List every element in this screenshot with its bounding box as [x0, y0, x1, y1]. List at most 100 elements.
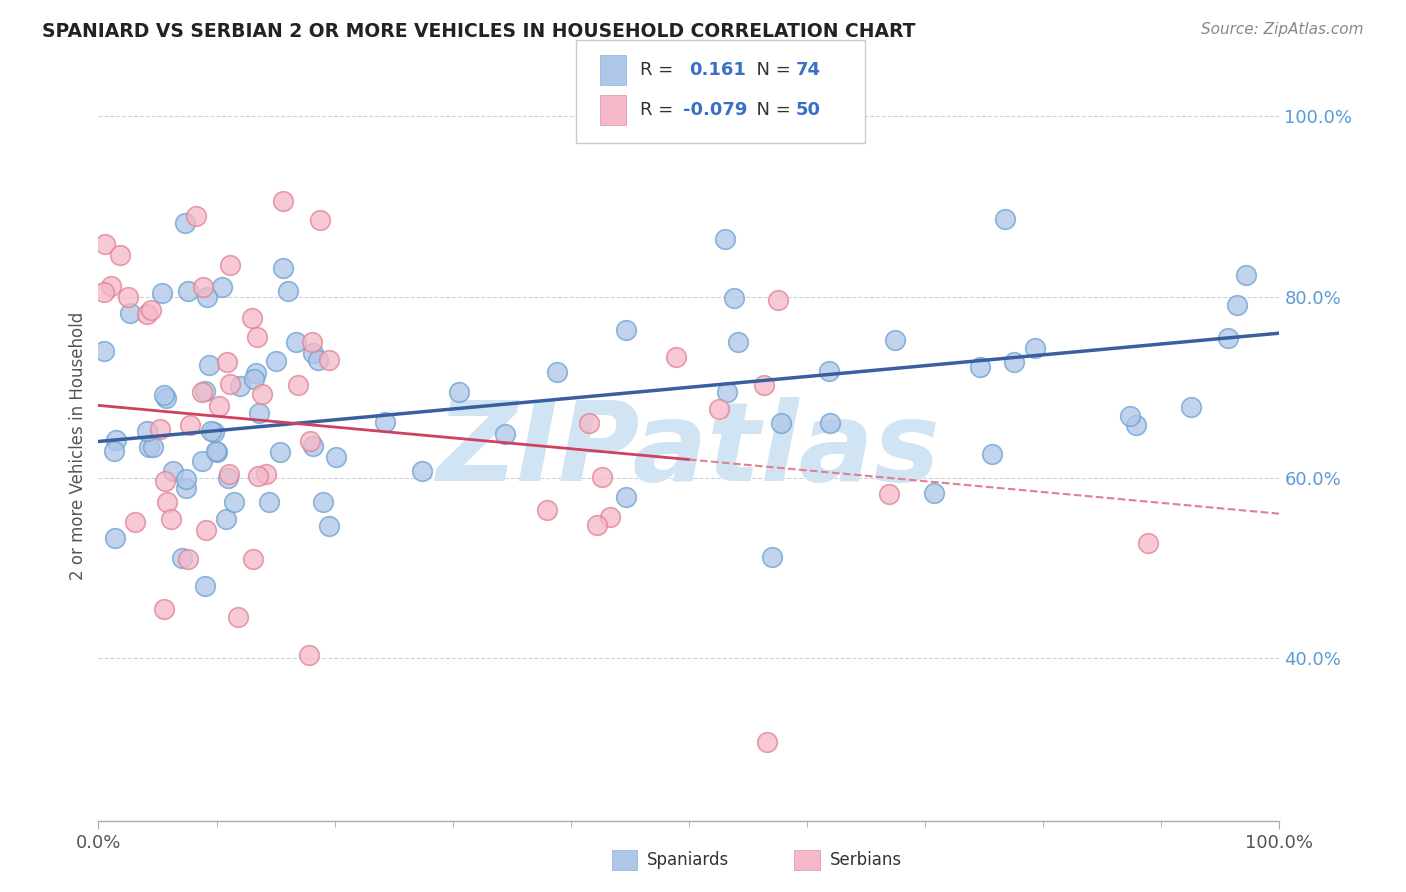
Point: [969, 359, 991, 374]
Point: [156, 495, 179, 509]
Point: [723, 291, 745, 305]
Text: N =: N =: [745, 61, 797, 79]
Point: [247, 406, 270, 420]
Point: [159, 511, 181, 525]
Point: [177, 285, 200, 299]
Point: [325, 450, 347, 464]
Point: [883, 333, 905, 347]
Point: [218, 467, 240, 481]
Point: [1118, 409, 1140, 424]
Text: N =: N =: [745, 101, 797, 120]
Point: [1002, 355, 1025, 369]
Point: [756, 734, 779, 748]
Text: -0.079: -0.079: [683, 101, 748, 120]
Point: [174, 471, 197, 485]
Point: [162, 463, 184, 477]
Point: [299, 434, 322, 448]
Point: [105, 434, 128, 448]
Point: [177, 552, 200, 566]
Point: [616, 323, 638, 337]
Text: 0.161: 0.161: [689, 61, 745, 79]
Point: [714, 232, 737, 246]
Point: [139, 302, 162, 317]
Point: [727, 335, 749, 350]
Point: [1226, 298, 1249, 312]
Point: [302, 439, 325, 453]
Point: [217, 471, 239, 485]
Point: [222, 495, 245, 509]
Point: [138, 440, 160, 454]
Point: [592, 469, 614, 483]
Point: [170, 550, 193, 565]
Point: [494, 426, 516, 441]
Point: [214, 512, 236, 526]
Point: [301, 335, 323, 350]
Point: [195, 290, 218, 304]
Point: [1125, 417, 1147, 432]
Point: [219, 258, 242, 272]
Point: [117, 289, 139, 303]
Point: [922, 485, 945, 500]
Point: [318, 353, 340, 368]
Point: [219, 376, 242, 391]
Point: [135, 424, 157, 438]
Point: [176, 481, 198, 495]
Point: [195, 523, 218, 537]
Point: [155, 474, 177, 488]
Point: [191, 280, 214, 294]
Point: [1234, 268, 1257, 283]
Point: [877, 486, 900, 500]
Point: [769, 417, 792, 431]
Point: [242, 372, 264, 386]
Point: [198, 358, 221, 372]
Point: [217, 355, 239, 369]
Point: [93, 344, 115, 359]
Text: Source: ZipAtlas.com: Source: ZipAtlas.com: [1201, 22, 1364, 37]
Point: [104, 531, 127, 545]
Point: [150, 286, 173, 301]
Point: [614, 491, 637, 505]
Point: [205, 445, 228, 459]
Point: [108, 248, 131, 262]
Point: [298, 648, 321, 663]
Point: [194, 384, 217, 398]
Point: [308, 213, 330, 227]
Point: [247, 468, 270, 483]
Point: [173, 216, 195, 230]
Point: [242, 551, 264, 566]
Point: [754, 377, 776, 392]
Point: [761, 549, 783, 564]
Point: [124, 515, 146, 529]
Point: [707, 401, 730, 416]
Point: [766, 293, 789, 307]
Text: ZIPatlas: ZIPatlas: [437, 397, 941, 504]
Point: [152, 387, 174, 401]
Point: [818, 416, 841, 430]
Text: 50: 50: [796, 101, 821, 120]
Point: [1136, 535, 1159, 549]
Text: Serbians: Serbians: [830, 851, 901, 869]
Point: [1024, 341, 1046, 355]
Point: [269, 445, 291, 459]
Point: [211, 280, 233, 294]
Point: [205, 443, 228, 458]
Point: [1180, 400, 1202, 414]
Point: [191, 454, 214, 468]
Point: [246, 330, 269, 344]
Point: [142, 440, 165, 454]
Point: [149, 422, 172, 436]
Point: [245, 366, 267, 380]
Point: [1216, 331, 1239, 345]
Point: [118, 306, 141, 320]
Point: [259, 495, 281, 509]
Point: [817, 364, 839, 378]
Point: [240, 311, 263, 326]
Text: R =: R =: [640, 101, 679, 120]
Point: [153, 602, 176, 616]
Point: [285, 334, 308, 349]
Point: [103, 443, 125, 458]
Point: [307, 352, 329, 367]
Point: [287, 377, 309, 392]
Point: [226, 610, 249, 624]
Point: [100, 278, 122, 293]
